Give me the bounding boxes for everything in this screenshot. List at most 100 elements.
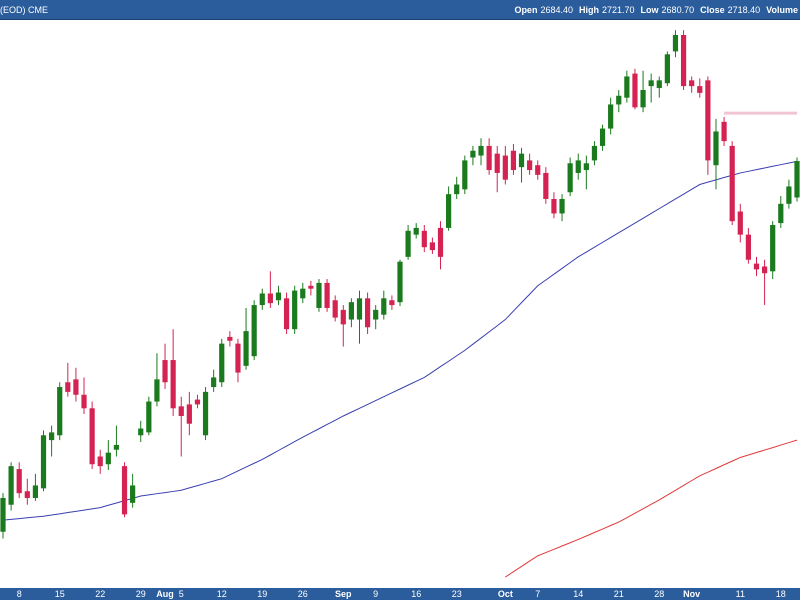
lines-layer bbox=[2, 111, 798, 578]
candle-body bbox=[648, 80, 654, 87]
candle-body bbox=[761, 266, 768, 274]
candle-body bbox=[680, 35, 687, 87]
readout-value: 2718.40 bbox=[727, 5, 761, 15]
x-tick-label: 23 bbox=[452, 589, 462, 599]
candle-body bbox=[105, 452, 111, 465]
x-axis-bar bbox=[0, 588, 800, 600]
candle-body bbox=[267, 293, 273, 304]
candle-body bbox=[608, 104, 614, 129]
readout-label: Volume bbox=[766, 5, 798, 15]
candle-body bbox=[786, 186, 792, 204]
candle-body bbox=[40, 435, 47, 489]
readout-label: Low bbox=[640, 5, 659, 15]
candle-body bbox=[49, 432, 55, 441]
candle-body bbox=[591, 145, 598, 161]
x-tick-label: Sep bbox=[335, 589, 352, 599]
x-tick-label: Nov bbox=[683, 589, 700, 599]
x-tick-label: Aug bbox=[156, 589, 174, 599]
candle-body bbox=[251, 305, 257, 357]
candle-body bbox=[202, 391, 209, 436]
candle-body bbox=[340, 309, 346, 325]
x-tick-label: 21 bbox=[614, 589, 624, 599]
readout-label: Open bbox=[514, 5, 538, 15]
x-tick-label: 12 bbox=[217, 589, 227, 599]
x-axis: 8 15 22 29 Aug 5 12 19 26 Sep 9 16 23 Oct 7 14 21 28 Nov 11… bbox=[17, 589, 786, 599]
candle-body bbox=[543, 172, 549, 199]
readout-value: 2721.70 bbox=[602, 5, 635, 15]
candle-body bbox=[632, 73, 638, 108]
candle-body bbox=[429, 242, 436, 251]
candle-body bbox=[559, 198, 565, 214]
candle-body bbox=[24, 491, 30, 498]
candle-body bbox=[454, 184, 460, 195]
candle-body bbox=[113, 444, 120, 450]
symbol-label: (EOD) CME bbox=[0, 5, 48, 15]
candle-body bbox=[729, 145, 735, 222]
candle-body bbox=[219, 343, 225, 383]
candle-body bbox=[689, 80, 695, 87]
candle-body bbox=[405, 230, 411, 257]
candle-body bbox=[130, 485, 136, 503]
candle-body bbox=[316, 282, 322, 308]
candle-body bbox=[162, 360, 168, 383]
candle-body bbox=[624, 76, 630, 98]
candle-body bbox=[292, 290, 298, 330]
x-tick-label: Oct bbox=[498, 589, 513, 599]
candle-body bbox=[397, 261, 403, 303]
candle-body bbox=[121, 466, 128, 515]
x-tick-label: 7 bbox=[535, 589, 540, 599]
candle-body bbox=[421, 230, 427, 248]
candle-body bbox=[599, 128, 606, 146]
readout-value: 2680.70 bbox=[661, 5, 695, 15]
candle-body bbox=[470, 150, 476, 158]
line-series bbox=[2, 160, 798, 521]
x-tick-label: 11 bbox=[736, 589, 745, 599]
x-tick-label: 28 bbox=[654, 589, 664, 599]
header-bar: (EOD) CME Open 2684.40 High 2721.70 Low 2680.… bbox=[0, 0, 800, 20]
line-series bbox=[505, 439, 798, 578]
candle-body bbox=[446, 194, 452, 228]
candle-body bbox=[65, 382, 71, 392]
candle-body bbox=[672, 35, 679, 52]
candle-body bbox=[664, 54, 670, 84]
x-tick-label: 29 bbox=[136, 589, 146, 599]
candle-body bbox=[73, 379, 79, 395]
candle-body bbox=[138, 428, 144, 436]
candle-body bbox=[89, 408, 95, 465]
candle-body bbox=[364, 298, 371, 328]
candle-body bbox=[324, 282, 330, 308]
candle-body bbox=[527, 160, 533, 171]
readout-value: 2684.40 bbox=[540, 5, 573, 15]
candle-body bbox=[494, 153, 500, 173]
candle-body bbox=[16, 469, 22, 494]
candle-body bbox=[616, 95, 622, 105]
candle-body bbox=[778, 203, 784, 224]
candle-body bbox=[753, 263, 760, 270]
candle-body bbox=[381, 298, 387, 315]
candle-body bbox=[705, 80, 711, 161]
candle-body bbox=[32, 485, 39, 498]
candle-body bbox=[770, 225, 776, 272]
candle-body bbox=[737, 211, 743, 235]
candle-body bbox=[308, 285, 314, 289]
candle-body bbox=[300, 288, 306, 299]
candle-body bbox=[235, 343, 241, 373]
candle-body bbox=[332, 300, 338, 318]
candle-body bbox=[437, 227, 444, 257]
x-tick-label: 15 bbox=[55, 589, 65, 599]
x-tick-label: 8 bbox=[17, 589, 22, 599]
x-tick-label: 19 bbox=[257, 589, 267, 599]
candle-body bbox=[713, 131, 719, 166]
candle-body bbox=[8, 466, 14, 505]
candle-body bbox=[567, 163, 573, 193]
candle-body bbox=[518, 153, 525, 168]
candle-body bbox=[721, 121, 727, 142]
ohlc-readout: Open 2684.40 High 2721.70 Low 2680.70 Close 271… bbox=[508, 0, 798, 20]
candle-body bbox=[794, 161, 800, 198]
candle-body bbox=[575, 160, 581, 173]
candle-body bbox=[486, 145, 492, 171]
candle-body bbox=[154, 379, 160, 402]
x-tick-label: 5 bbox=[179, 589, 184, 599]
